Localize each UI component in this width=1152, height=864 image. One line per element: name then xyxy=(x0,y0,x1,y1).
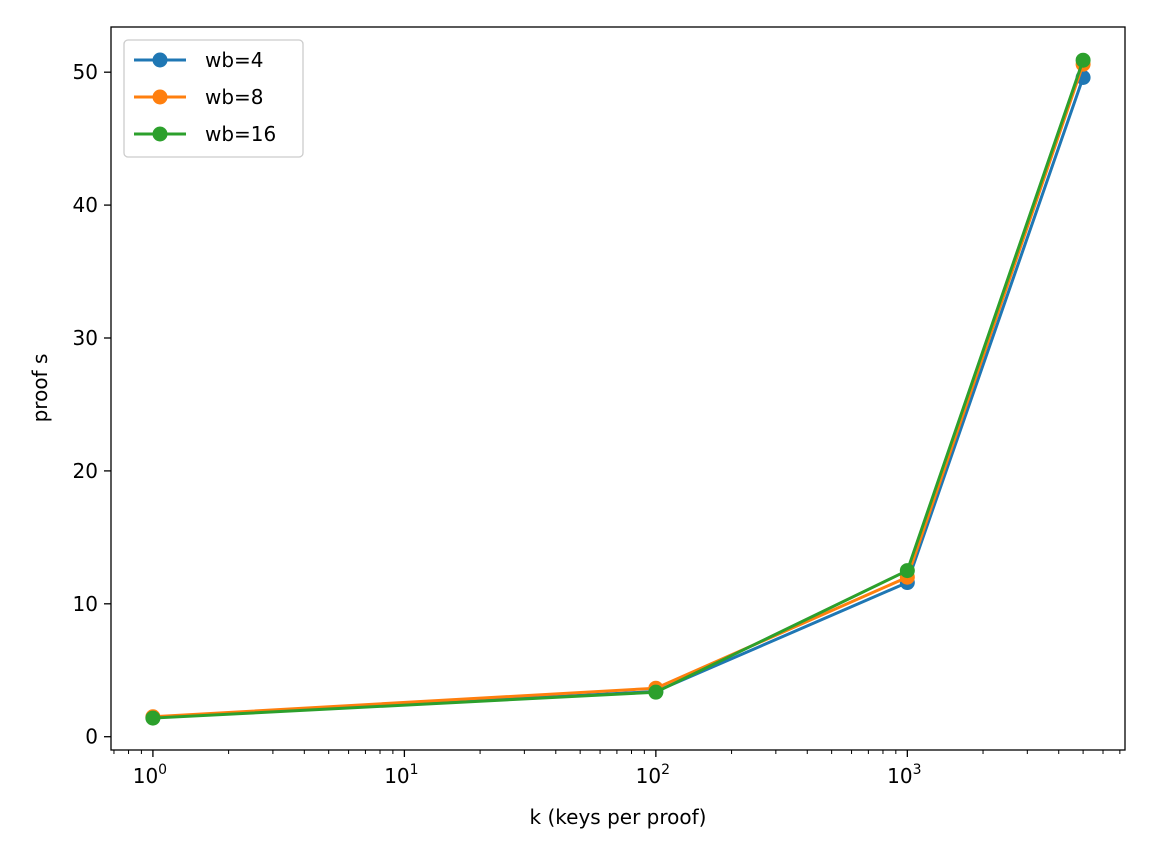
legend-box xyxy=(123,39,304,158)
legend: wb=4 wb=8 wb=16 xyxy=(123,39,304,158)
y-tick-label: 20 xyxy=(73,459,98,483)
x-tick-label: 101 xyxy=(384,762,418,788)
y-tick-label: 0 xyxy=(85,725,98,749)
y-tick-label: 50 xyxy=(73,60,98,84)
x-minor-ticks xyxy=(113,750,1121,754)
data-series xyxy=(145,52,1091,726)
series-line xyxy=(151,58,1086,720)
x-axis-ticks: 100 101 102 103 xyxy=(133,750,922,788)
y-axis-ticks: 0 10 20 30 40 50 xyxy=(73,60,111,749)
y-tick-label: 30 xyxy=(73,326,98,350)
legend-label: wb=16 xyxy=(205,122,276,146)
y-tick-label: 40 xyxy=(73,193,98,217)
y-axis-label: proof s xyxy=(28,354,52,423)
y-tick-label: 10 xyxy=(73,592,98,616)
x-tick-label: 100 xyxy=(133,762,167,788)
data-point xyxy=(145,710,161,726)
x-tick-label: 102 xyxy=(636,762,670,788)
legend-label: wb=8 xyxy=(205,85,264,109)
data-point xyxy=(899,563,915,579)
x-axis-label: k (keys per proof) xyxy=(530,805,707,829)
legend-marker xyxy=(152,126,168,142)
legend-marker xyxy=(152,89,168,105)
data-point xyxy=(1075,52,1091,68)
legend-label: wb=4 xyxy=(205,48,264,72)
legend-marker xyxy=(152,52,168,68)
data-point xyxy=(648,684,664,700)
x-tick-label: 103 xyxy=(887,762,921,788)
